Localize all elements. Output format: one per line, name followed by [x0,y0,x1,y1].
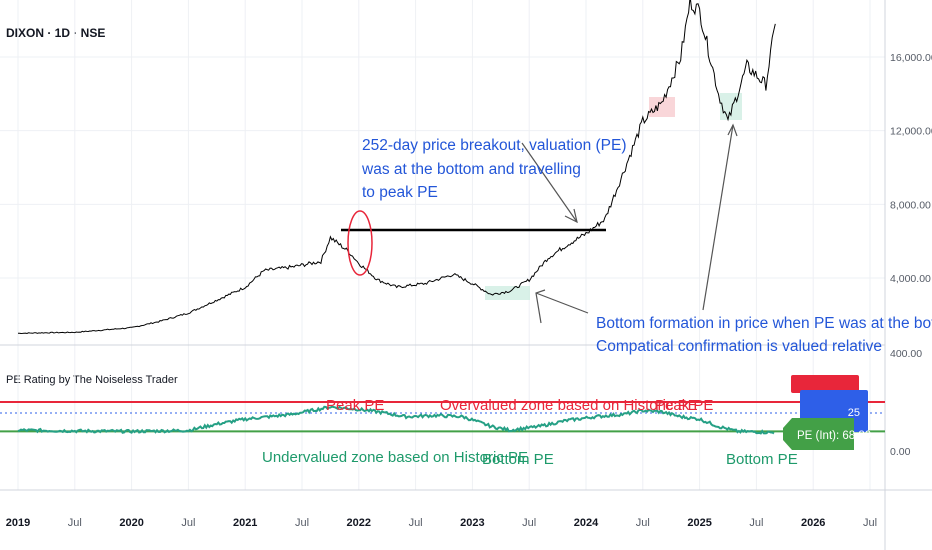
price-axis-tick: 16,000.00 [890,52,932,64]
price-annotation[interactable]: to peak PE [362,184,438,201]
time-axis-tick: Jul [295,517,309,529]
pe-value-text: PE (Int): 68.80 [797,430,871,442]
time-axis-tick: 2026 [801,517,825,529]
bottom-zone-box [485,286,530,300]
time-axis-tick: 2025 [687,517,711,529]
peak-zone-box [649,97,675,117]
pe-annotation[interactable]: Overvalued zone based on Historic PE [440,397,698,414]
price-axis-tick: 12,000.00 [890,126,932,138]
breakout-circle[interactable] [347,210,373,276]
price-annotation[interactable]: was at the bottom and travelling [361,161,581,178]
price-annotation[interactable]: 252-day price breakout, valuation (PE) [362,137,627,154]
time-axis-tick: Jul [636,517,650,529]
time-axis-tick: Jul [181,517,195,529]
time-axis-tick: Jul [409,517,423,529]
pe-axis-tick: 0.00 [890,446,911,458]
time-axis-tick: 2020 [119,517,143,529]
price-annotation[interactable]: Bottom formation in price when PE was at… [596,315,932,332]
price-axis-tick: 8,000.00 [890,199,931,211]
time-axis-tick: 2022 [347,517,371,529]
price-series-line [17,0,776,335]
time-axis-tick: Jul [68,517,82,529]
pe-value-badge [783,418,854,450]
time-axis-tick: Jul [749,517,763,529]
time-axis-tick: 2023 [460,517,484,529]
time-axis-tick: 2024 [574,517,599,529]
arrow-to-2025-bottom[interactable] [702,124,734,311]
price-axis-tick: 4,000.00 [890,273,931,285]
arrowhead [564,208,578,224]
time-axis-tick: 2019 [6,517,30,529]
pe-annotation[interactable]: Peak PE [655,397,713,414]
reference-badge-text: 25 [848,407,860,419]
peak-pe-badge [791,375,859,393]
pe-annotation[interactable]: Bottom PE [482,451,554,468]
time-axis-tick: Jul [522,517,536,529]
pe-annotation[interactable]: Peak PE [326,397,384,414]
arrow-to-breakout[interactable] [521,142,578,223]
symbol-title: DIXON · 1D · NSE [6,26,106,40]
time-axis-tick: Jul [863,517,877,529]
pe-axis-tick: 400.00 [890,348,922,360]
pe-annotation[interactable]: Bottom PE [726,451,798,468]
indicator-title: PE Rating by The Noiseless Trader [6,374,178,386]
pe-series-line [17,405,775,435]
arrowhead [535,289,546,324]
arrowhead [727,123,738,137]
arrow-to-bottom[interactable] [535,292,589,314]
price-annotation[interactable]: Compatical confirmation is valued relati… [596,338,882,355]
time-axis-tick: 2021 [233,517,257,529]
pe-annotation[interactable]: Undervalued zone based on Historic PE [262,449,528,466]
